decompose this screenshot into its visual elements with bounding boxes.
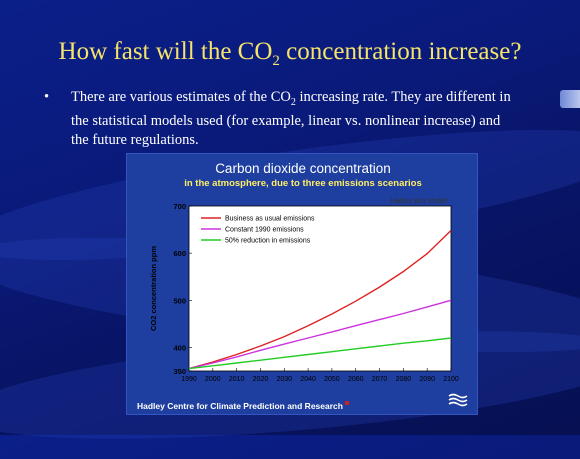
- series-line: [188, 337, 452, 370]
- model-note: Hadley Box Model: [390, 198, 447, 205]
- co2-line-chart: 1990 2000 2010 2020 2030 2040 2050 2060 2070 2080…: [149, 198, 459, 383]
- y-tick-label: 500: [173, 296, 186, 305]
- y-tick-label: 600: [173, 249, 186, 258]
- met-office-logo-icon: [448, 393, 468, 407]
- series-line: [188, 229, 452, 370]
- y-tick-label: 350: [173, 367, 186, 376]
- legend-label: Constant 1990 emissions: [225, 227, 304, 234]
- slide-edge-tab: [560, 90, 580, 108]
- legend-label: 50% reduction in emissions: [225, 238, 311, 245]
- bullet-dot: •: [44, 89, 50, 105]
- x-tick-label: 2090: [419, 376, 435, 383]
- slide-title-subscript: 2: [272, 53, 280, 69]
- series-line: [188, 299, 452, 370]
- x-tick-label: 2000: [205, 376, 221, 383]
- slide-title-text-end: concentration increase?: [279, 38, 522, 65]
- bullet-text-start: There are various estimates of the CO: [71, 89, 291, 105]
- bullet-subscript: 2: [290, 96, 296, 108]
- x-tick-label: 1990: [181, 376, 197, 383]
- x-tick-label: 2060: [348, 376, 364, 383]
- x-tick-label: 2080: [396, 376, 412, 383]
- legend-label: Business as usual emissions: [225, 216, 315, 223]
- chart-title: Carbon dioxide concentration: [215, 161, 391, 176]
- chart-footer: Hadley Centre for Climate Prediction and…: [137, 401, 343, 411]
- y-axis-label: CO2 concentration ppm: [149, 246, 158, 331]
- x-tick-label: 2030: [276, 376, 292, 383]
- slide-title: How fast will the CO2 concentration incr…: [0, 38, 580, 70]
- x-tick-label: 2070: [372, 376, 388, 383]
- bullet-text: There are various estimates of the CO2 i…: [71, 88, 511, 150]
- slide-title-text: How fast will the CO: [58, 38, 273, 65]
- x-tick-label: 2100: [443, 376, 459, 383]
- chart-subtitle: in the atmosphere, due to three emission…: [184, 178, 422, 189]
- y-tick-label: 700: [173, 202, 186, 211]
- x-tick-label: 2040: [300, 376, 316, 383]
- x-tick-label: 2010: [229, 376, 245, 383]
- y-tick-label: 400: [173, 343, 186, 352]
- x-tick-label: 2020: [253, 376, 269, 383]
- chart-panel: Carbon dioxide concentration in the atmo…: [126, 153, 478, 415]
- red-marker: [345, 401, 349, 405]
- bullet-text-end: increasing rate. They are different in t…: [71, 89, 511, 148]
- x-tick-label: 2050: [324, 376, 340, 383]
